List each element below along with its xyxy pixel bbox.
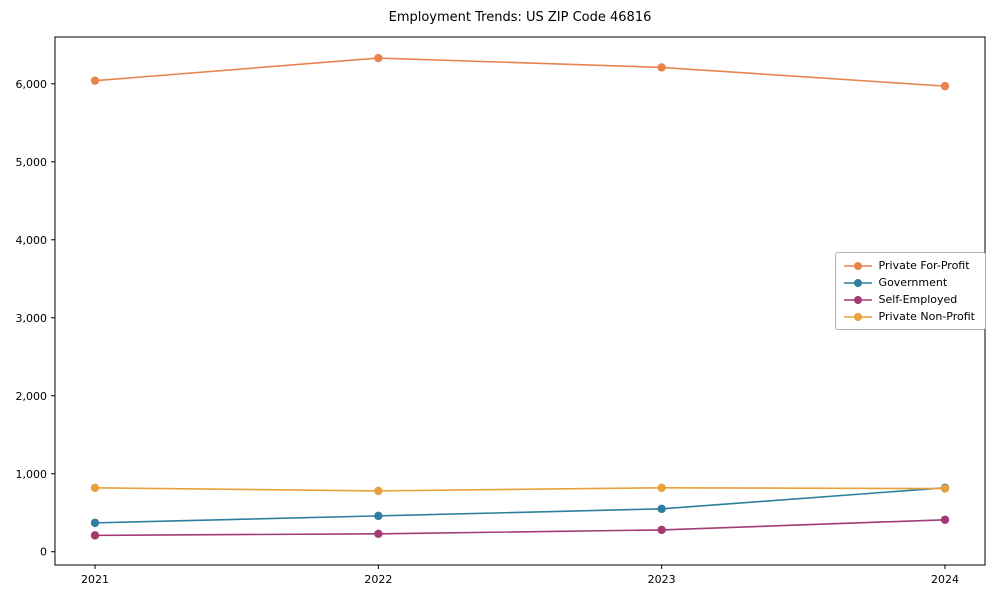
data-point-marker [657, 63, 666, 72]
legend-item: Self-Employed [843, 293, 975, 306]
y-tick-label: 2,000 [16, 390, 48, 403]
series-line [94, 486, 946, 524]
y-tick-label: 5,000 [16, 156, 48, 169]
y-tick-label: 6,000 [16, 78, 48, 91]
x-tick-label: 2022 [364, 573, 392, 586]
data-point-marker [90, 483, 100, 492]
legend-label: Government [878, 276, 948, 289]
y-tick-label: 4,000 [16, 234, 48, 247]
legend-item: Government [843, 276, 975, 289]
data-point-marker [90, 518, 100, 528]
data-point-marker [374, 486, 383, 496]
legend: Private For-Profit Government Self-Employe… [834, 252, 986, 330]
data-point-marker [657, 525, 666, 535]
data-point-marker [374, 511, 383, 521]
data-point-marker [940, 81, 950, 91]
data-point-marker [940, 515, 950, 524]
data-point-marker [374, 529, 383, 539]
chart-title: Employment Trends: US ZIP Code 46816 [388, 10, 652, 25]
series-line [94, 518, 946, 537]
legend-item: Private For-Profit [843, 259, 975, 272]
data-point-marker [374, 53, 383, 63]
legend-label: Self-Employed [878, 293, 958, 306]
data-point-marker [657, 483, 666, 492]
legend-marker-icon [843, 278, 872, 287]
legend-marker-icon [843, 295, 872, 304]
legend-item: Private Non-Profit [843, 310, 975, 323]
data-point-marker [940, 484, 950, 493]
legend-label: Private Non-Profit [878, 310, 975, 323]
legend-marker-icon [843, 312, 872, 321]
y-tick-label: 3,000 [16, 312, 48, 325]
data-point-marker [90, 531, 100, 540]
series-line [94, 486, 946, 492]
x-tick-label: 2021 [81, 573, 109, 586]
legend-marker-icon [843, 261, 872, 270]
legend-label: Private For-Profit [878, 259, 970, 272]
data-point-marker [90, 76, 100, 85]
series-line [94, 57, 946, 87]
y-tick-label: 0 [40, 546, 47, 559]
x-tick-label: 2024 [931, 573, 959, 586]
data-point-marker [657, 504, 666, 514]
y-tick-label: 1,000 [16, 468, 48, 481]
x-tick-label: 2023 [648, 573, 676, 586]
